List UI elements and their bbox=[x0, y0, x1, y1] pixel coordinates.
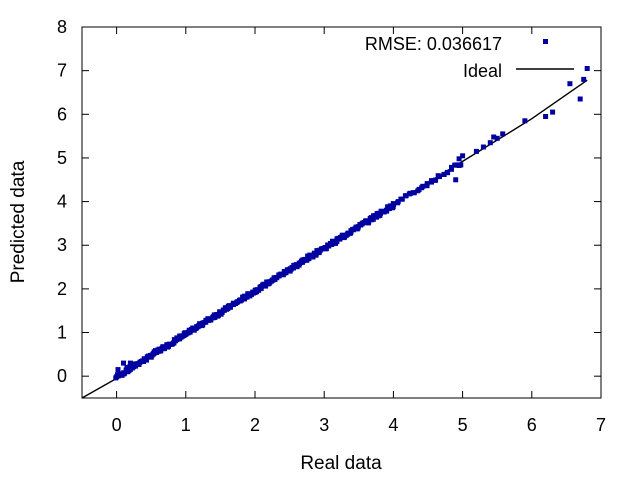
data-point bbox=[121, 360, 126, 366]
data-point bbox=[366, 219, 372, 225]
legend-marker-rmse bbox=[543, 39, 548, 44]
data-point bbox=[444, 170, 450, 176]
y-axis-ticks: 0 1 2 3 4 5 6 7 8 bbox=[57, 17, 601, 386]
y-tick-label: 6 bbox=[57, 104, 67, 124]
y-tick-label: 5 bbox=[57, 148, 67, 168]
data-point bbox=[151, 351, 157, 357]
data-point bbox=[480, 144, 486, 150]
x-tick-label: 1 bbox=[181, 415, 191, 435]
x-tick-label: 3 bbox=[319, 415, 329, 435]
data-point bbox=[370, 216, 376, 222]
x-tick-label: 6 bbox=[527, 415, 537, 435]
data-point bbox=[291, 262, 297, 268]
data-point bbox=[326, 243, 332, 249]
data-point bbox=[429, 178, 434, 184]
data-point bbox=[127, 360, 133, 366]
data-point bbox=[182, 330, 188, 336]
data-point bbox=[453, 177, 459, 183]
y-tick-label: 0 bbox=[57, 366, 67, 386]
data-point bbox=[411, 190, 417, 196]
data-point bbox=[500, 131, 506, 137]
data-point bbox=[334, 239, 340, 245]
data-point bbox=[449, 164, 454, 170]
legend-label-ideal: Ideal bbox=[463, 61, 502, 81]
y-axis-label: Predicted data bbox=[8, 160, 29, 283]
data-point bbox=[224, 306, 229, 312]
data-point bbox=[494, 135, 500, 141]
data-point bbox=[390, 203, 396, 209]
x-tick-label: 4 bbox=[388, 415, 398, 435]
data-point bbox=[433, 177, 439, 183]
data-point bbox=[307, 253, 313, 259]
data-point bbox=[144, 357, 149, 363]
data-point bbox=[452, 162, 458, 168]
data-point bbox=[543, 114, 549, 119]
y-tick-label: 2 bbox=[57, 279, 67, 299]
data-point bbox=[398, 196, 404, 202]
data-point bbox=[435, 173, 441, 179]
data-point bbox=[460, 153, 466, 159]
data-point bbox=[283, 270, 289, 276]
data-point bbox=[390, 201, 396, 207]
data-point bbox=[117, 371, 123, 377]
plot-frame bbox=[81, 26, 602, 399]
data-point bbox=[567, 81, 573, 87]
data-point bbox=[386, 206, 392, 211]
data-point bbox=[322, 245, 328, 251]
y-tick-label: 7 bbox=[57, 61, 67, 81]
legend: RMSE: 0.036617 Ideal bbox=[365, 34, 574, 81]
data-point bbox=[406, 191, 412, 197]
data-point bbox=[415, 188, 421, 194]
x-axis-label: Real data bbox=[300, 453, 382, 474]
x-tick-label: 7 bbox=[596, 415, 606, 435]
data-point bbox=[115, 367, 121, 373]
data-point bbox=[215, 312, 221, 318]
x-axis-ticks: 0 1 2 3 4 5 6 7 bbox=[112, 27, 606, 435]
data-point bbox=[424, 183, 430, 189]
data-point bbox=[487, 140, 493, 146]
data-point bbox=[456, 156, 462, 162]
x-tick-label: 0 bbox=[112, 415, 122, 435]
data-point bbox=[313, 251, 319, 257]
data-point bbox=[441, 171, 447, 177]
x-tick-label: 5 bbox=[458, 415, 468, 435]
data-point bbox=[403, 193, 409, 199]
data-point bbox=[258, 286, 264, 291]
data-point bbox=[306, 256, 312, 262]
data-point bbox=[234, 299, 240, 305]
data-point bbox=[581, 76, 587, 82]
legend-label-rmse: RMSE: 0.036617 bbox=[365, 34, 502, 54]
data-point bbox=[355, 225, 361, 231]
data-point bbox=[227, 304, 233, 310]
data-point bbox=[331, 239, 337, 245]
data-point bbox=[522, 118, 528, 124]
y-tick-label: 3 bbox=[57, 235, 67, 255]
data-point bbox=[420, 183, 426, 189]
y-tick-label: 4 bbox=[57, 192, 67, 212]
data-points bbox=[113, 66, 590, 381]
data-point bbox=[491, 134, 497, 140]
data-point bbox=[395, 199, 401, 205]
x-tick-label: 2 bbox=[250, 415, 260, 435]
y-tick-label: 8 bbox=[57, 17, 67, 37]
data-point bbox=[473, 148, 479, 154]
data-point bbox=[161, 346, 167, 352]
data-point bbox=[577, 96, 583, 102]
data-point bbox=[584, 66, 590, 71]
data-point bbox=[237, 298, 243, 304]
data-point bbox=[550, 109, 556, 115]
data-point bbox=[124, 364, 130, 370]
data-point bbox=[456, 163, 462, 168]
plot-area bbox=[81, 66, 590, 399]
y-tick-label: 1 bbox=[57, 323, 67, 343]
